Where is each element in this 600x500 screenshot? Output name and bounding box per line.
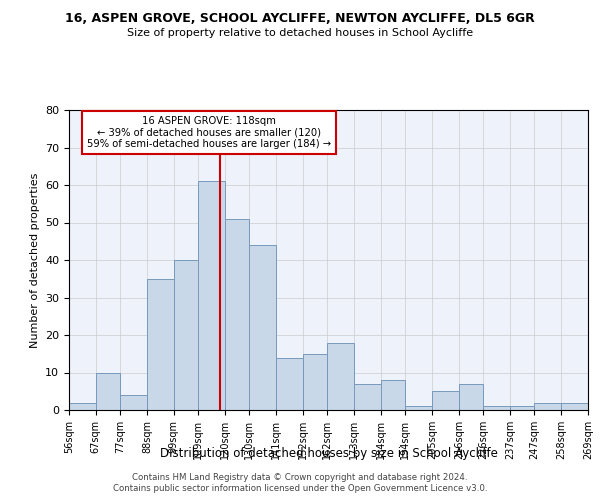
Bar <box>96 372 120 410</box>
Text: 16 ASPEN GROVE: 118sqm
← 39% of detached houses are smaller (120)
59% of semi-de: 16 ASPEN GROVE: 118sqm ← 39% of detached… <box>87 116 331 149</box>
Text: Contains public sector information licensed under the Open Government Licence v3: Contains public sector information licen… <box>113 484 487 493</box>
Bar <box>381 380 405 410</box>
Bar <box>303 354 327 410</box>
Text: Size of property relative to detached houses in School Aycliffe: Size of property relative to detached ho… <box>127 28 473 38</box>
Bar <box>120 395 147 410</box>
Bar <box>354 384 381 410</box>
Bar <box>459 384 483 410</box>
Bar <box>69 402 96 410</box>
Bar <box>327 342 354 410</box>
Y-axis label: Number of detached properties: Number of detached properties <box>29 172 40 348</box>
Bar <box>276 358 303 410</box>
Bar <box>510 406 535 410</box>
Bar <box>535 402 561 410</box>
Bar <box>225 219 250 410</box>
Bar <box>405 406 432 410</box>
Text: Distribution of detached houses by size in School Aycliffe: Distribution of detached houses by size … <box>160 448 498 460</box>
Bar <box>432 391 459 410</box>
Text: Contains HM Land Registry data © Crown copyright and database right 2024.: Contains HM Land Registry data © Crown c… <box>132 472 468 482</box>
Text: 16, ASPEN GROVE, SCHOOL AYCLIFFE, NEWTON AYCLIFFE, DL5 6GR: 16, ASPEN GROVE, SCHOOL AYCLIFFE, NEWTON… <box>65 12 535 26</box>
Bar <box>174 260 198 410</box>
Bar <box>483 406 510 410</box>
Bar <box>147 279 174 410</box>
Bar <box>250 245 276 410</box>
Bar <box>561 402 588 410</box>
Bar <box>198 181 225 410</box>
